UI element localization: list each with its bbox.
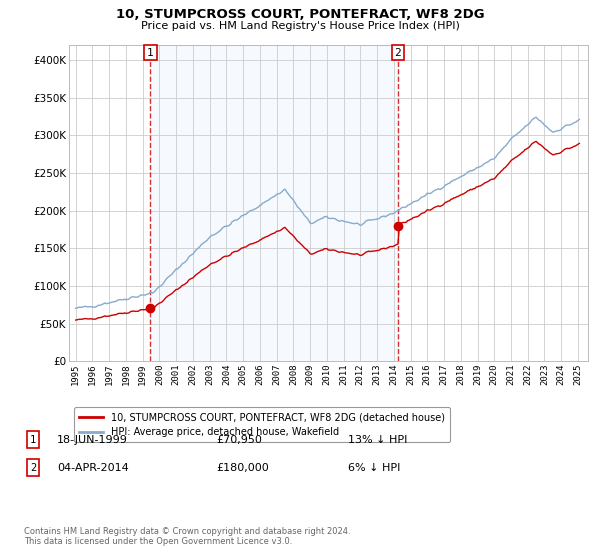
Text: £180,000: £180,000: [216, 463, 269, 473]
Text: 2: 2: [30, 463, 36, 473]
Text: 1: 1: [147, 48, 154, 58]
Text: Contains HM Land Registry data © Crown copyright and database right 2024.
This d: Contains HM Land Registry data © Crown c…: [24, 526, 350, 546]
Text: 13% ↓ HPI: 13% ↓ HPI: [348, 435, 407, 445]
Legend: 10, STUMPCROSS COURT, PONTEFRACT, WF8 2DG (detached house), HPI: Average price, : 10, STUMPCROSS COURT, PONTEFRACT, WF8 2D…: [74, 407, 449, 442]
Text: 6% ↓ HPI: 6% ↓ HPI: [348, 463, 400, 473]
Text: 1: 1: [30, 435, 36, 445]
Text: 18-JUN-1999: 18-JUN-1999: [57, 435, 128, 445]
Bar: [151, 45, 398, 361]
Text: Price paid vs. HM Land Registry's House Price Index (HPI): Price paid vs. HM Land Registry's House …: [140, 21, 460, 31]
Text: £70,950: £70,950: [216, 435, 262, 445]
Text: 04-APR-2014: 04-APR-2014: [57, 463, 129, 473]
Text: 10, STUMPCROSS COURT, PONTEFRACT, WF8 2DG: 10, STUMPCROSS COURT, PONTEFRACT, WF8 2D…: [116, 8, 484, 21]
Text: 2: 2: [395, 48, 401, 58]
